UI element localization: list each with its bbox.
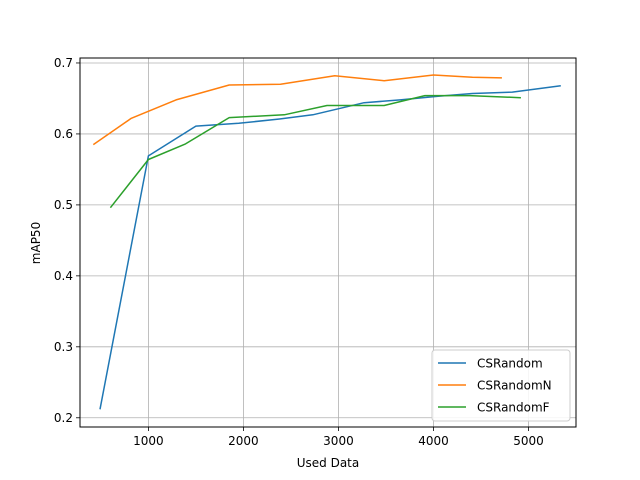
x-tick-label: 1000: [133, 434, 164, 448]
y-tick-label: 0.2: [54, 411, 73, 425]
y-tick-label: 0.4: [54, 269, 73, 283]
legend: CSRandom CSRandomN CSRandomF: [431, 349, 571, 422]
x-tick-label: 4000: [418, 434, 449, 448]
y-tick-label: 0.7: [54, 56, 73, 70]
x-tick-label: 5000: [513, 434, 544, 448]
y-tick-label: 0.5: [54, 198, 73, 212]
series-lines: [92, 74, 561, 410]
series-line-csrandom: [99, 84, 561, 410]
series-line-csrandomf: [109, 94, 521, 209]
legend-entry: CSRandomF: [477, 401, 550, 415]
series-line-csrandomn: [92, 74, 502, 146]
legend-entry: CSRandomN: [477, 379, 552, 393]
legend-entry: CSRandom: [477, 357, 543, 371]
x-axis-label: Used Data: [297, 456, 360, 470]
legend-box: [431, 349, 571, 422]
x-tick-label: 3000: [323, 434, 354, 448]
y-tick-label: 0.3: [54, 340, 73, 354]
x-tick-label: 2000: [228, 434, 259, 448]
grid: [80, 58, 576, 427]
plot-frame: [79, 57, 577, 428]
y-tick-label: 0.6: [54, 127, 73, 141]
ticks: 1000 2000 3000 4000 5000 0.2 0.3 0.4 0.5 0.6 0.7: [54, 56, 544, 448]
y-axis-label: mAP50: [29, 222, 43, 264]
